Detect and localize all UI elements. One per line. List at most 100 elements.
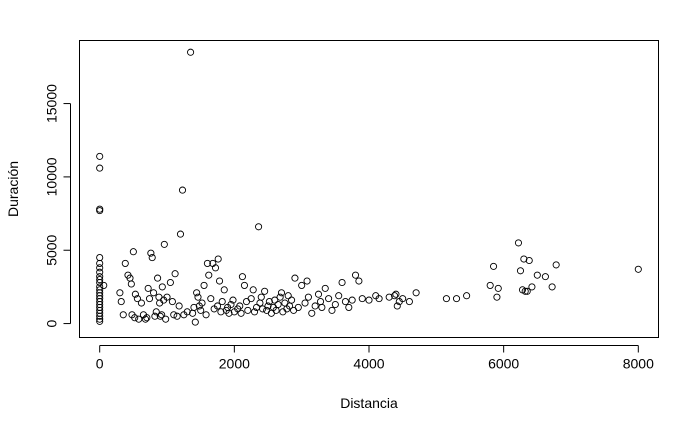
data-point <box>131 314 139 322</box>
data-point <box>490 262 498 270</box>
data-point <box>227 300 235 309</box>
data-point <box>548 283 556 291</box>
data-point <box>162 315 170 323</box>
data-point <box>96 205 104 213</box>
data-point <box>200 281 208 289</box>
data-point <box>96 264 104 272</box>
data-point <box>365 296 373 304</box>
data-point <box>143 314 151 322</box>
data-point <box>127 280 135 288</box>
data-point <box>412 289 420 297</box>
data-point <box>486 281 494 289</box>
data-point <box>552 261 560 269</box>
data-point <box>205 271 213 279</box>
data-point <box>131 290 139 298</box>
x-tick-label: 2000 <box>219 356 250 372</box>
data-point <box>525 256 533 265</box>
data-point <box>166 278 174 287</box>
data-point <box>328 306 336 314</box>
data-point <box>257 293 265 301</box>
data-point <box>271 296 279 304</box>
data-point <box>213 302 222 310</box>
data-point <box>523 287 531 295</box>
data-point <box>96 268 104 276</box>
data-point <box>175 302 183 310</box>
data-point <box>514 239 523 247</box>
y-tick-label: 5000 <box>44 234 60 265</box>
data-point <box>321 284 329 292</box>
data-points <box>96 48 642 326</box>
data-point <box>171 270 179 278</box>
data-point <box>331 300 339 309</box>
data-point <box>170 311 178 319</box>
y-tick-label: 0 <box>44 319 60 327</box>
data-point <box>528 283 536 291</box>
data-point <box>117 298 125 306</box>
data-point <box>516 267 525 275</box>
data-point <box>135 315 143 323</box>
data-point <box>399 295 407 303</box>
data-point <box>218 298 226 306</box>
data-point <box>151 312 159 320</box>
y-axis: 0 5000 10000 15000 <box>44 84 71 327</box>
data-point <box>238 273 246 281</box>
data-point <box>274 300 282 309</box>
data-point <box>291 274 299 282</box>
data-point <box>176 230 185 238</box>
data-point <box>264 302 272 310</box>
data-point <box>304 293 312 301</box>
data-point <box>194 293 202 301</box>
data-point <box>158 311 166 319</box>
data-point <box>405 298 413 306</box>
data-point <box>190 303 198 311</box>
data-point <box>288 296 296 304</box>
x-tick-label: 4000 <box>353 356 384 372</box>
data-point <box>256 299 264 307</box>
data-point <box>119 311 127 319</box>
data-point <box>183 308 191 316</box>
data-point <box>355 277 363 285</box>
data-point <box>96 207 104 215</box>
data-point <box>144 284 152 292</box>
data-point <box>217 308 225 316</box>
data-point <box>211 264 220 272</box>
data-point <box>294 303 302 311</box>
data-point <box>284 292 292 300</box>
data-point <box>198 299 206 307</box>
data-point <box>133 295 141 303</box>
data-point <box>303 277 311 285</box>
y-tick-label: 10000 <box>44 157 60 196</box>
data-point <box>277 289 286 297</box>
data-point <box>156 312 164 320</box>
data-point <box>393 302 401 310</box>
data-point <box>150 289 158 297</box>
data-point <box>96 164 104 172</box>
data-point <box>96 152 104 160</box>
data-point <box>325 295 333 303</box>
x-axis: 0 2000 4000 6000 8000 <box>96 345 654 372</box>
data-point <box>96 259 104 267</box>
data-point <box>494 284 502 292</box>
data-point <box>121 259 129 267</box>
data-point <box>255 223 263 231</box>
data-point <box>247 295 255 303</box>
data-point <box>168 298 176 306</box>
data-point <box>392 290 400 298</box>
data-point <box>341 298 349 306</box>
data-point <box>520 255 528 263</box>
data-point <box>215 277 224 285</box>
data-point <box>191 318 199 326</box>
data-point <box>463 292 471 300</box>
x-axis-label: Distancia <box>340 395 398 411</box>
data-point <box>541 273 549 281</box>
data-point <box>237 309 245 317</box>
data-point <box>335 292 343 300</box>
data-point <box>145 295 154 303</box>
data-point <box>338 278 346 287</box>
data-point <box>351 271 360 279</box>
data-point <box>452 295 461 303</box>
data-point <box>96 317 104 325</box>
data-point <box>249 286 257 294</box>
data-point <box>100 281 108 289</box>
data-point <box>148 254 156 262</box>
